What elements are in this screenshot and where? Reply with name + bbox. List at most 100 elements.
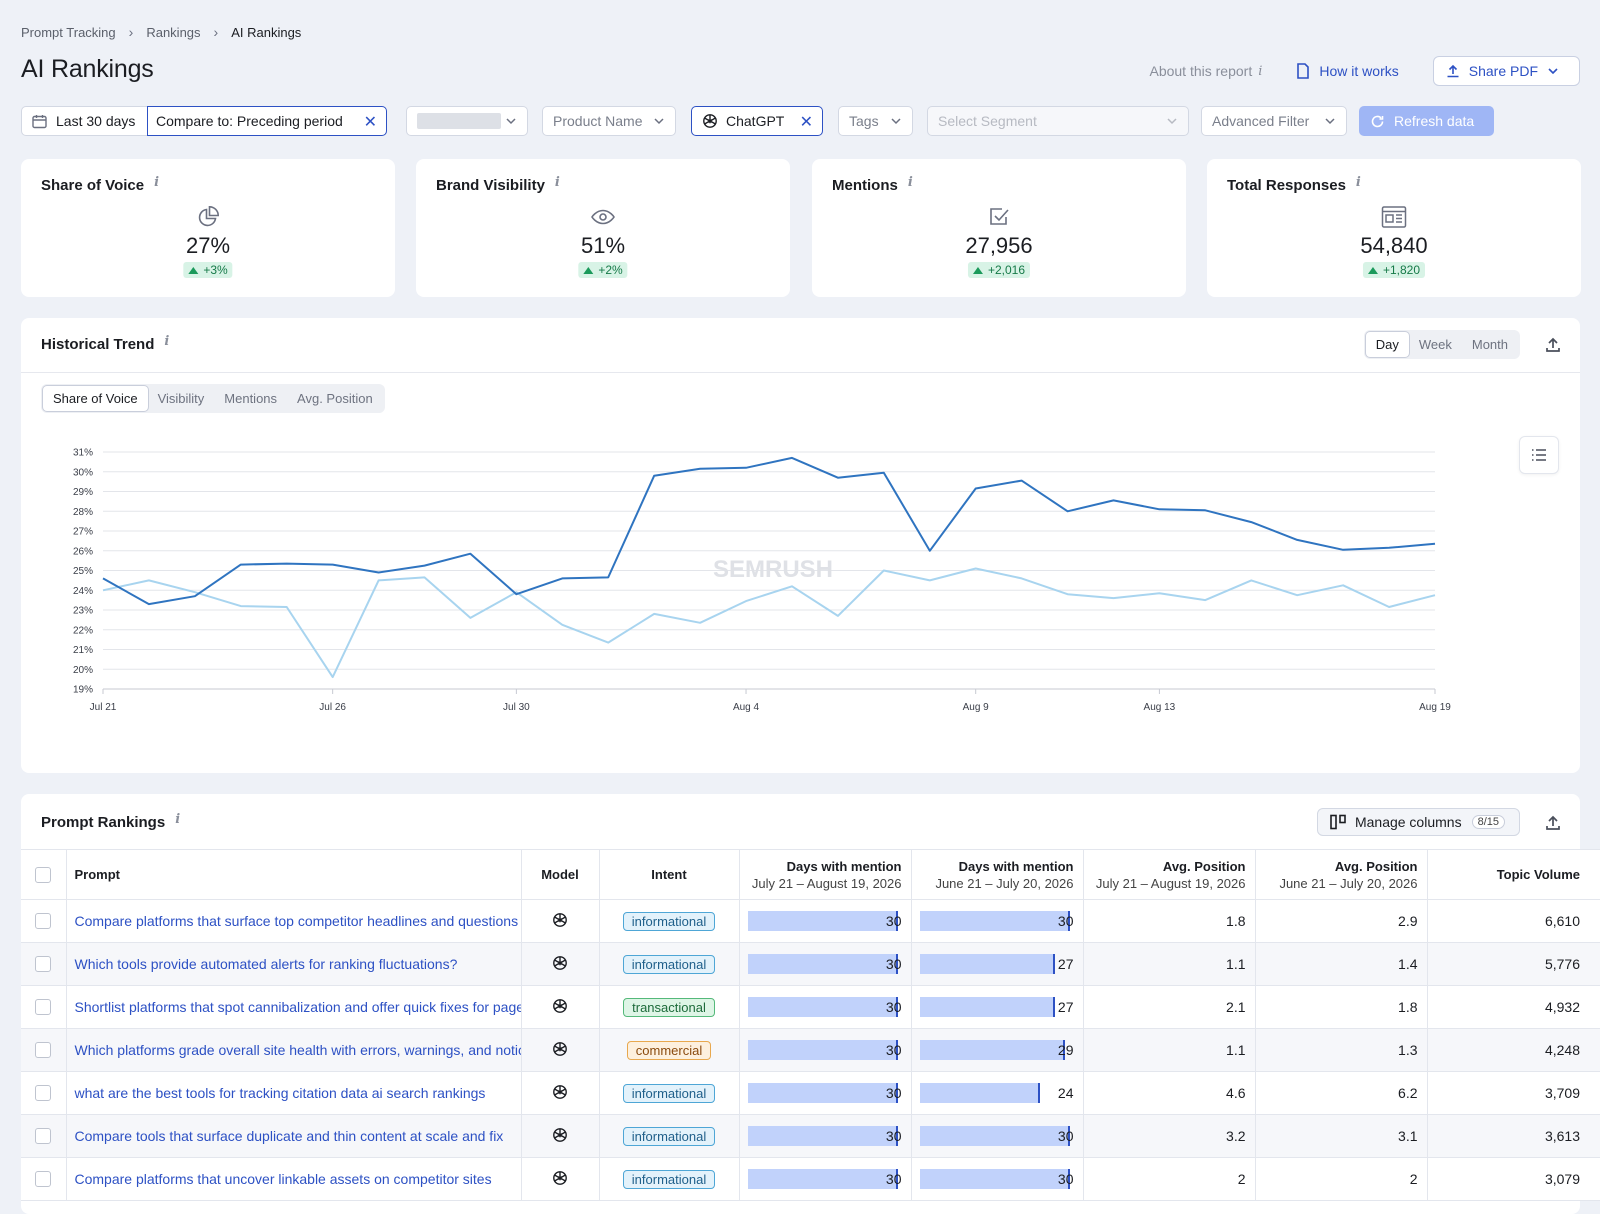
prompt-link[interactable]: Which platforms grade overall site healt… — [74, 1042, 521, 1058]
period-day[interactable]: Day — [1365, 332, 1409, 357]
export-icon[interactable] — [1544, 814, 1562, 832]
info-icon[interactable]: i — [554, 175, 560, 190]
info-icon[interactable]: i — [175, 812, 181, 827]
model-cell — [521, 1028, 600, 1072]
legend-toggle-button[interactable] — [1519, 436, 1559, 474]
tags-select[interactable]: Tags — [838, 106, 913, 136]
advanced-filter-label: Advanced Filter — [1212, 113, 1310, 129]
metric-delta-value: +1,820 — [1382, 263, 1421, 277]
y-tick-label: 22% — [73, 625, 93, 636]
col-position-previous[interactable]: Avg. Position June 21 – July 20, 2026 — [1255, 849, 1428, 900]
select-all-checkbox[interactable] — [35, 866, 52, 883]
table-row[interactable]: Compare platforms that uncover linkable … — [21, 1157, 1600, 1201]
close-icon[interactable]: ✕ — [363, 114, 377, 131]
prompt-link[interactable]: Shortlist platforms that spot cannibaliz… — [74, 999, 521, 1015]
project-select[interactable] — [406, 106, 528, 136]
col-days-previous[interactable]: Days with mention June 21 – July 20, 2026 — [911, 849, 1084, 900]
date-range-picker[interactable]: Last 30 days — [21, 106, 148, 136]
position-current-value: 2.1 — [1083, 985, 1256, 1029]
col-days-current[interactable]: Days with mention July 21 – August 19, 20… — [739, 849, 912, 900]
days-current-bar — [747, 1126, 898, 1146]
columns-icon — [1330, 814, 1346, 830]
col-model[interactable]: Model — [521, 849, 600, 900]
days-previous-bar — [919, 1126, 1070, 1146]
model-filter[interactable]: ChatGPT ✕ — [691, 106, 823, 136]
document-icon — [1297, 63, 1310, 79]
position-previous-value: 3.1 — [1255, 1114, 1428, 1158]
checkbox-icon — [990, 208, 1009, 225]
col-position-current-range: July 21 – August 19, 2026 — [1095, 875, 1246, 891]
info-icon[interactable]: i — [154, 175, 160, 190]
about-report-link[interactable]: About this report i — [1149, 63, 1262, 79]
calendar-icon — [32, 114, 47, 128]
table-row[interactable]: what are the best tools for tracking cit… — [21, 1071, 1600, 1115]
metric-delta: +3% — [183, 262, 233, 278]
breadcrumb-prompt-tracking[interactable]: Prompt Tracking — [21, 24, 116, 40]
model-filter-label: ChatGPT — [726, 113, 785, 129]
header-actions: About this report i How it works Share P… — [1149, 56, 1580, 86]
prompt-link[interactable]: Compare platforms that surface top compe… — [74, 913, 519, 929]
period-toggle: Day Week Month — [1363, 330, 1520, 359]
table-row[interactable]: Which tools provide automated alerts for… — [21, 942, 1600, 986]
how-it-works-link[interactable]: How it works — [1296, 63, 1399, 79]
series-line — [102, 567, 1436, 679]
openai-icon — [553, 1127, 567, 1142]
table-row[interactable]: Shortlist platforms that spot cannibaliz… — [21, 985, 1600, 1029]
info-icon[interactable]: i — [907, 175, 913, 190]
breadcrumb-rankings[interactable]: Rankings — [146, 24, 201, 40]
trend-title: Historical Trend — [41, 336, 155, 353]
period-month[interactable]: Month — [1471, 337, 1508, 352]
segment-label: Select Segment — [938, 113, 1037, 129]
info-icon[interactable]: i — [164, 334, 170, 349]
table-row[interactable]: Which platforms grade overall site healt… — [21, 1028, 1600, 1072]
col-intent[interactable]: Intent — [599, 849, 740, 900]
prompt-link[interactable]: Compare tools that surface duplicate and… — [74, 1128, 504, 1144]
close-icon[interactable]: ✕ — [799, 114, 813, 131]
tab-visibility[interactable]: Visibility — [157, 391, 205, 406]
days-previous-value: 27 — [1057, 999, 1074, 1015]
metric-value: 54,840 — [1360, 233, 1428, 258]
product-name-select[interactable]: Product Name — [542, 106, 676, 136]
prompt-link[interactable]: Which tools provide automated alerts for… — [74, 956, 458, 972]
advanced-filter-select[interactable]: Advanced Filter — [1201, 106, 1347, 136]
bar-edge — [1067, 911, 1070, 931]
prompt-cell: Which tools provide automated alerts for… — [66, 942, 522, 986]
info-icon: i — [1258, 63, 1263, 79]
days-previous-value: 29 — [1057, 1042, 1074, 1058]
prompt-link[interactable]: what are the best tools for tracking cit… — [74, 1085, 486, 1101]
bar-edge — [1067, 1126, 1070, 1146]
intent-cell: informational — [599, 1114, 740, 1158]
tab-mentions[interactable]: Mentions — [224, 391, 278, 406]
bar-edge — [895, 954, 898, 974]
col-prompt[interactable]: Prompt — [66, 849, 522, 900]
position-previous-value: 1.4 — [1255, 942, 1428, 986]
col-days-current-range: July 21 – August 19, 2026 — [751, 875, 902, 891]
manage-columns-button[interactable]: Manage columns 8/15 — [1316, 808, 1520, 836]
info-icon[interactable]: i — [1355, 175, 1361, 190]
col-topic-volume[interactable]: Topic Volume — [1427, 849, 1600, 900]
row-checkbox[interactable] — [35, 999, 52, 1015]
compare-period-filter[interactable]: Compare to: Preceding period ✕ — [147, 106, 387, 136]
segment-select[interactable]: Select Segment — [927, 106, 1189, 136]
row-checkbox[interactable] — [35, 956, 52, 972]
list-icon — [1532, 449, 1546, 461]
tab-share-of-voice[interactable]: Share of Voice — [43, 386, 148, 411]
export-icon[interactable] — [1544, 336, 1562, 354]
row-checkbox[interactable] — [35, 1085, 52, 1101]
row-select-cell — [21, 942, 67, 986]
row-checkbox[interactable] — [35, 913, 52, 929]
row-checkbox[interactable] — [35, 1042, 52, 1058]
row-checkbox[interactable] — [35, 1128, 52, 1144]
prompt-link[interactable]: Compare platforms that uncover linkable … — [74, 1171, 492, 1187]
days-current-bar — [747, 1169, 898, 1189]
tab-avg-position[interactable]: Avg. Position — [297, 391, 373, 406]
position-current-value: 4.6 — [1083, 1071, 1256, 1115]
metric-title: Total Responses — [1227, 177, 1346, 194]
share-pdf-button[interactable]: Share PDF — [1432, 56, 1580, 86]
row-checkbox[interactable] — [35, 1171, 52, 1187]
col-position-current[interactable]: Avg. Position July 21 – August 19, 2026 — [1083, 849, 1256, 900]
refresh-data-button[interactable]: Refresh data — [1359, 106, 1494, 136]
table-row[interactable]: Compare tools that surface duplicate and… — [21, 1114, 1600, 1158]
period-week[interactable]: Week — [1418, 337, 1452, 352]
table-row[interactable]: Compare platforms that surface top compe… — [21, 899, 1600, 943]
